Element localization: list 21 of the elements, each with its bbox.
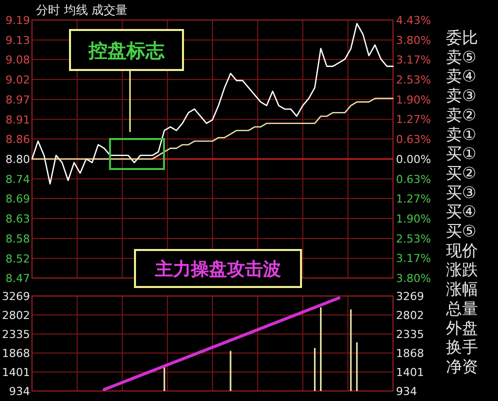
annotation: 主力操盘攻击波 xyxy=(154,259,281,280)
text: 卖① xyxy=(446,124,476,144)
text: 买④ xyxy=(446,202,476,222)
text: 买⑤ xyxy=(446,222,476,241)
text: 委比 xyxy=(446,28,478,47)
text: 换手 xyxy=(446,338,478,357)
text: 买② xyxy=(446,163,476,182)
text: 卖⑤ xyxy=(446,47,476,66)
text: 买① xyxy=(446,144,476,164)
text: 卖③ xyxy=(446,86,476,106)
text: 卖④ xyxy=(446,66,476,86)
chart-title: 分时 均线 成交量 xyxy=(36,3,128,17)
text: 总量 xyxy=(445,298,478,318)
text: 外盘 xyxy=(446,318,478,338)
text: 涨幅 xyxy=(446,280,478,299)
text: 现价 xyxy=(446,240,478,260)
annotation: 控盘标志 xyxy=(88,40,166,62)
text: 涨跌 xyxy=(446,260,478,280)
text: 买③ xyxy=(446,182,476,202)
text: 净资 xyxy=(446,357,478,376)
text: 卖② xyxy=(446,105,476,124)
